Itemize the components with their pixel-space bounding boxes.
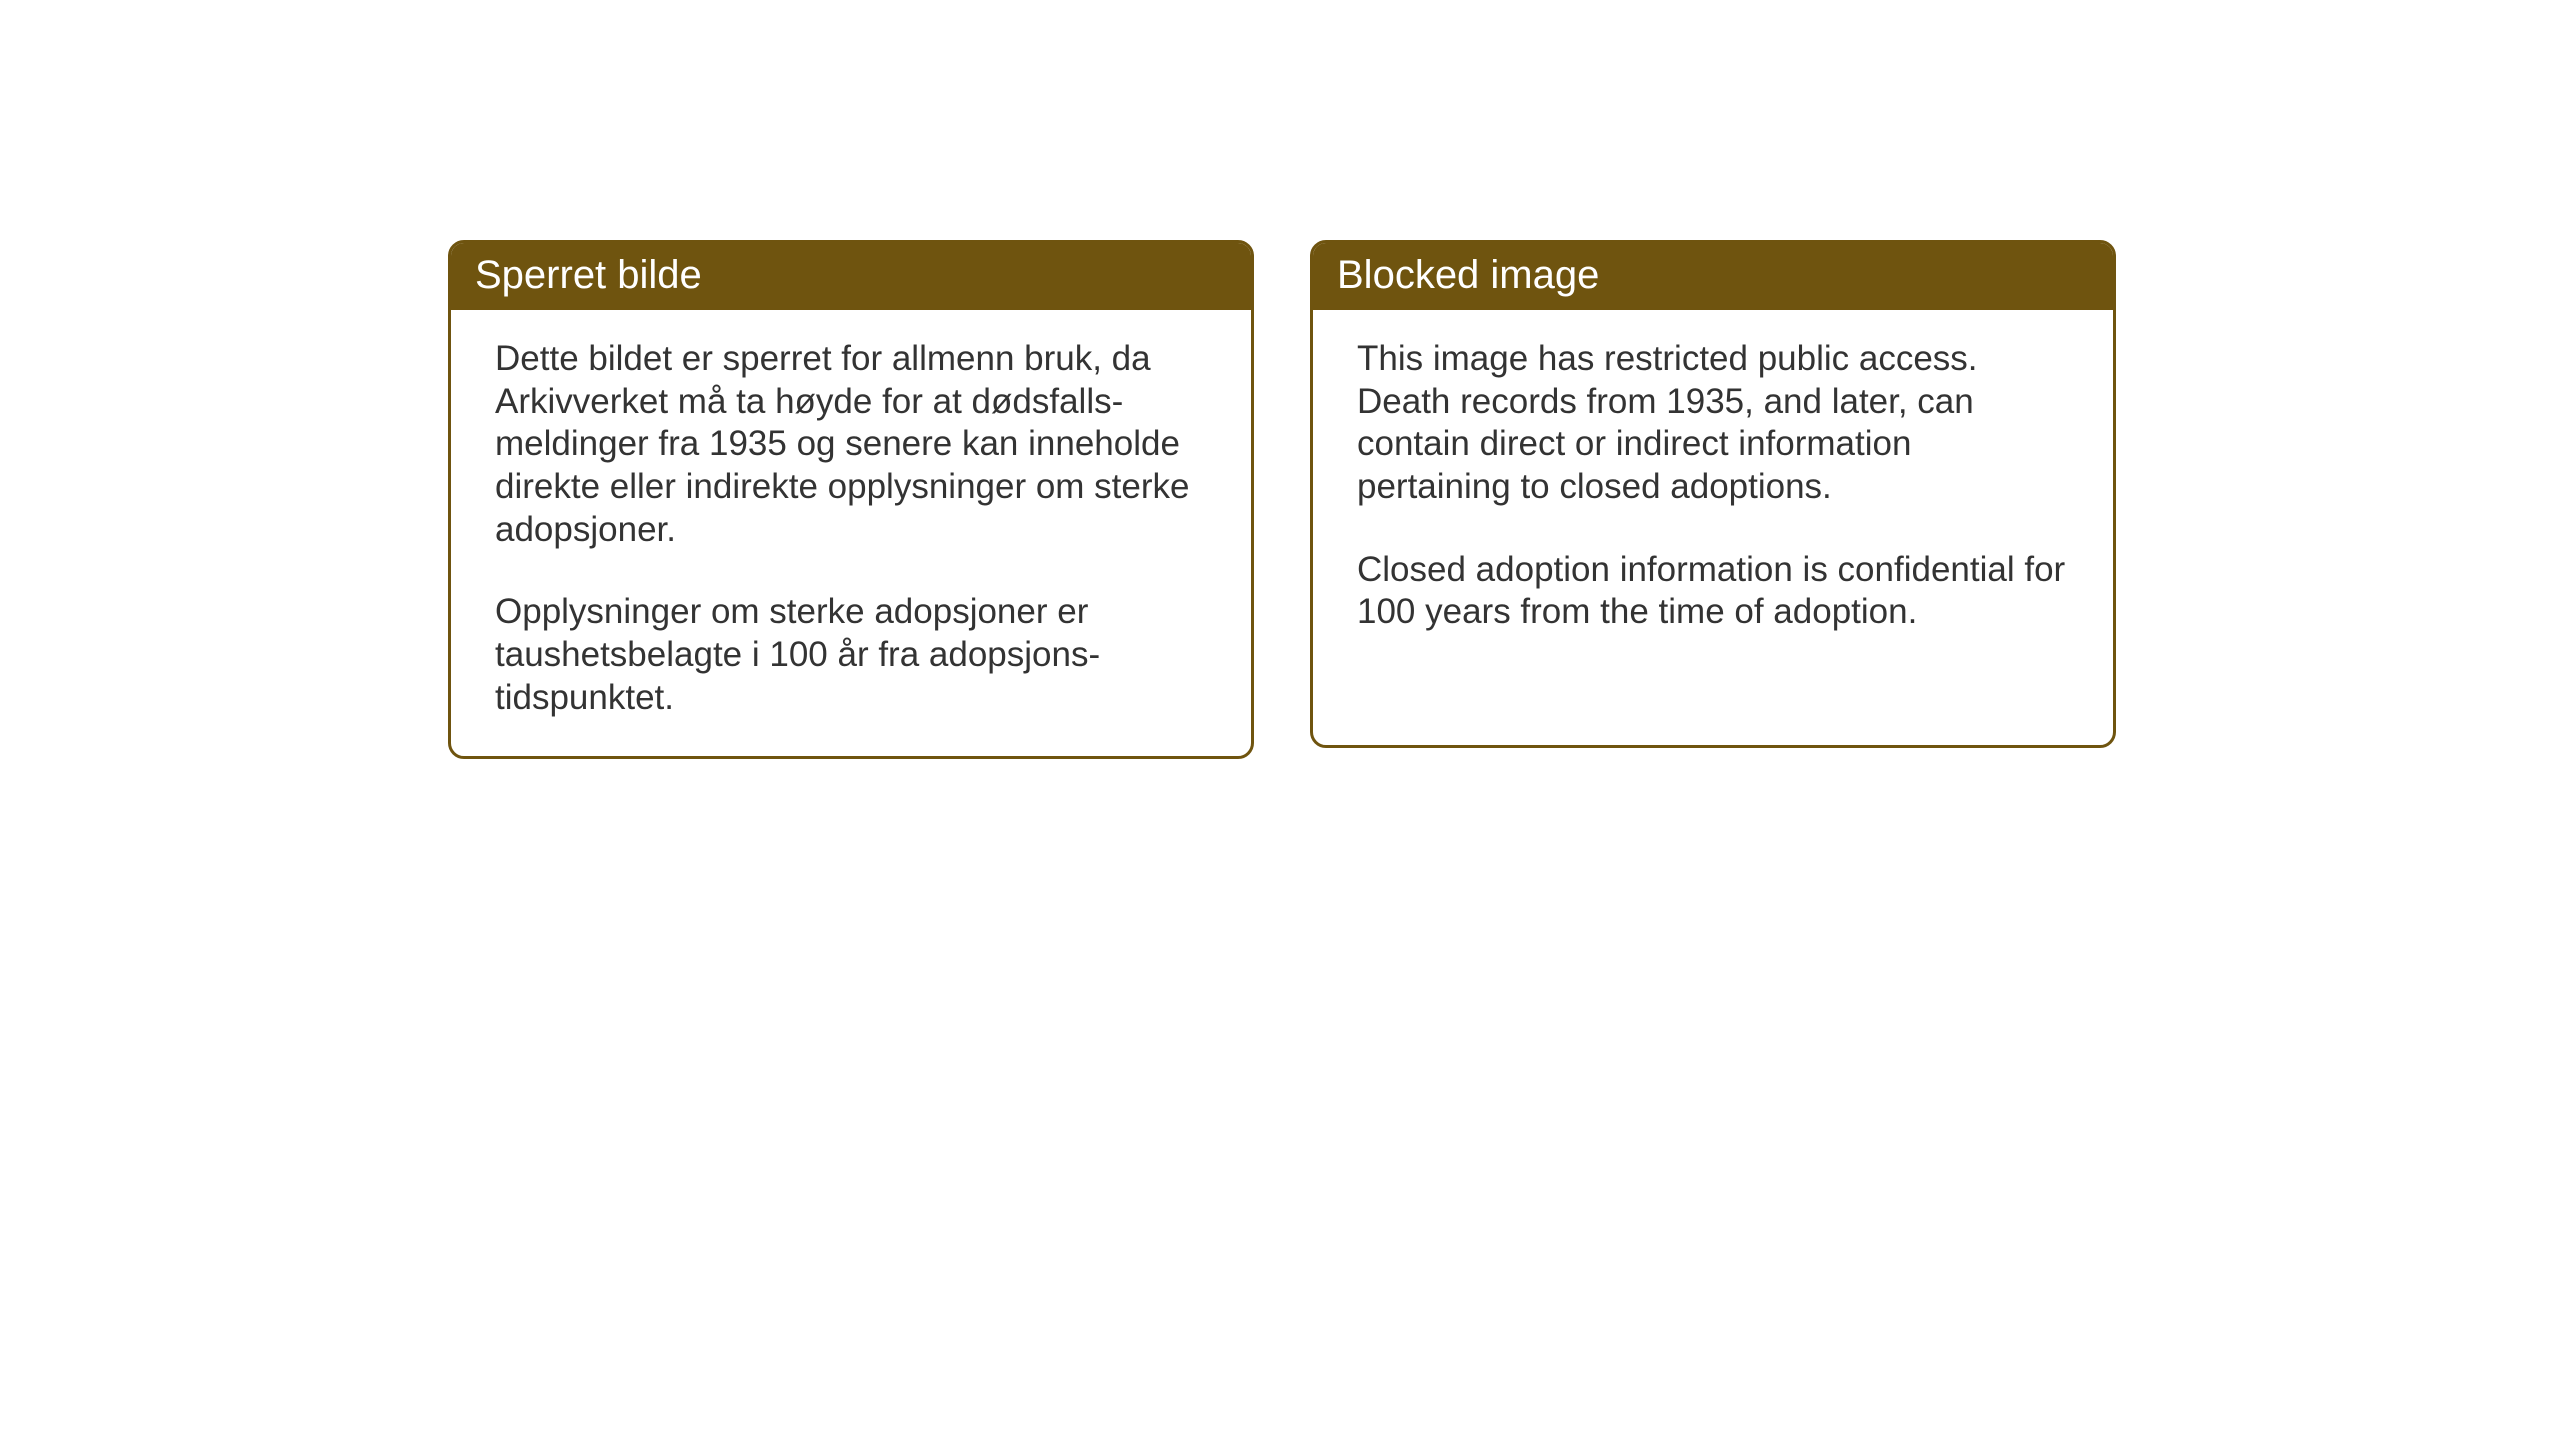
cards-container: Sperret bilde Dette bildet er sperret fo… xyxy=(0,0,2560,759)
card-paragraph-1-english: This image has restricted public access.… xyxy=(1357,338,2073,509)
card-paragraph-2-english: Closed adoption information is confident… xyxy=(1357,549,2073,634)
card-body-norwegian: Dette bildet er sperret for allmenn bruk… xyxy=(451,310,1251,756)
blocked-image-card-english: Blocked image This image has restricted … xyxy=(1310,240,2116,748)
card-paragraph-2-norwegian: Opplysninger om sterke adopsjoner er tau… xyxy=(495,591,1211,719)
card-body-english: This image has restricted public access.… xyxy=(1313,310,2113,670)
card-header-norwegian: Sperret bilde xyxy=(451,243,1251,310)
card-header-english: Blocked image xyxy=(1313,243,2113,310)
card-paragraph-1-norwegian: Dette bildet er sperret for allmenn bruk… xyxy=(495,338,1211,551)
blocked-image-card-norwegian: Sperret bilde Dette bildet er sperret fo… xyxy=(448,240,1254,759)
